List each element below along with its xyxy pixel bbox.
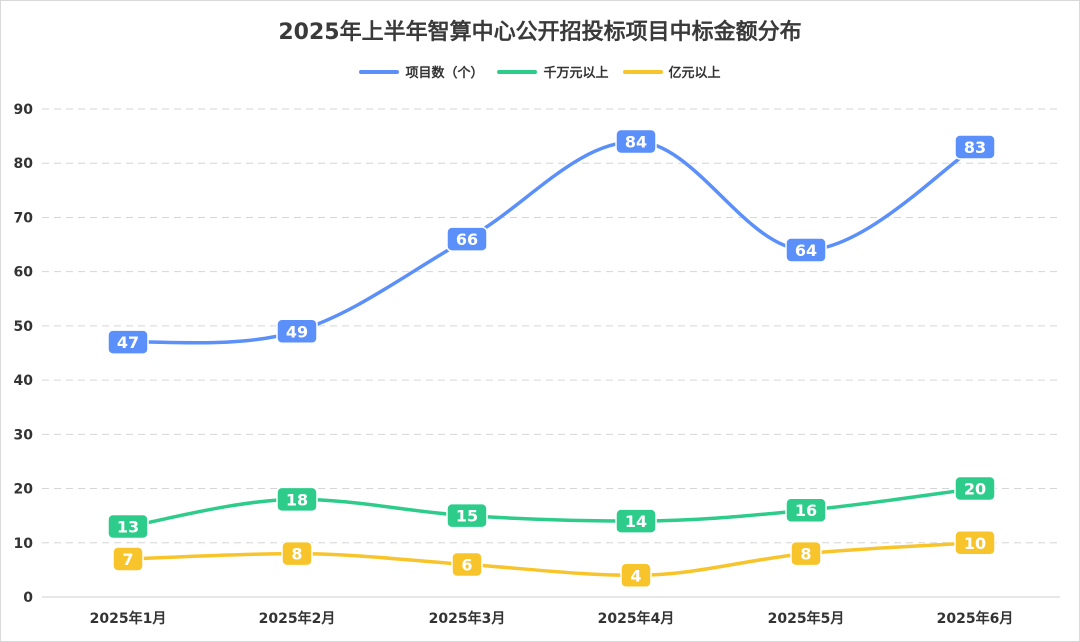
x-tick-label: 2025年2月: [259, 610, 336, 627]
data-label: 6: [451, 551, 483, 578]
data-label: 16: [785, 497, 827, 523]
data-label: 10: [954, 530, 996, 556]
y-tick-label: 60: [14, 265, 34, 281]
data-label-badge: [954, 134, 996, 160]
x-tick-label: 2025年5月: [768, 610, 845, 627]
data-label: 15: [446, 502, 488, 529]
y-tick-label: 20: [14, 482, 34, 498]
y-tick-label: 40: [14, 373, 34, 389]
data-label-badge: [785, 497, 827, 523]
data-label: 18: [276, 486, 318, 513]
data-label-text: 84: [625, 133, 647, 152]
data-label-badge: [107, 513, 149, 540]
data-label-text: 6: [461, 555, 472, 574]
data-label-text: 15: [456, 507, 478, 526]
data-label-text: 64: [795, 241, 817, 260]
data-label-badge: [785, 237, 827, 263]
data-label-text: 14: [625, 512, 647, 531]
data-label: 83: [954, 134, 996, 160]
legend-swatch-series-0: [359, 69, 400, 74]
legend-item-series-0[interactable]: 项目数（个）: [359, 62, 483, 81]
legend-swatch-series-1: [497, 69, 538, 74]
legend-swatch-series-2: [622, 69, 663, 74]
data-label-text: 47: [117, 333, 139, 352]
series-line-0: [126, 139, 977, 345]
data-label-badge: [451, 551, 483, 578]
data-label: 8: [281, 540, 313, 567]
y-tick-label: 10: [14, 536, 34, 552]
data-label: 84: [615, 128, 657, 155]
data-label-badge: [281, 540, 313, 567]
chart-legend: 项目数（个） 千万元以上 亿元以上: [0, 62, 1080, 81]
data-label-text: 49: [286, 322, 308, 341]
data-label-text: 10: [964, 534, 986, 553]
y-tick-label: 50: [14, 319, 34, 335]
data-label-text: 8: [291, 545, 302, 564]
legend-label-series-2: 亿元以上: [668, 66, 721, 81]
data-label-badge: [107, 329, 149, 355]
legend-label-series-1: 千万元以上: [543, 66, 609, 81]
y-tick-label: 70: [14, 210, 34, 226]
data-label: 49: [276, 318, 318, 345]
data-label-badge: [954, 475, 996, 502]
data-label-text: 18: [286, 490, 308, 509]
data-label-text: 16: [795, 501, 817, 520]
data-label: 8: [790, 540, 822, 567]
data-label-text: 83: [964, 138, 986, 157]
data-label-badge: [276, 486, 318, 513]
data-label-badge: [954, 530, 996, 556]
data-label-badge: [615, 508, 657, 534]
data-label-badge: [615, 128, 657, 155]
data-label-badge: [446, 502, 488, 529]
data-label-text: 66: [456, 230, 478, 249]
legend-item-series-2[interactable]: 亿元以上: [622, 62, 721, 81]
data-label-text: 4: [630, 566, 641, 585]
x-tick-label: 2025年6月: [937, 610, 1014, 627]
data-label: 47: [107, 329, 149, 355]
data-label: 64: [785, 237, 827, 263]
y-tick-label: 80: [14, 156, 34, 172]
series-line-1: [126, 486, 977, 529]
grid-lines: [42, 108, 1060, 544]
data-label: 4: [620, 562, 652, 589]
legend-label-series-0: 项目数（个）: [405, 66, 484, 81]
y-tick-label: 90: [14, 102, 34, 118]
data-label-text: 13: [117, 518, 139, 537]
x-tick-label: 2025年4月: [598, 610, 675, 627]
data-label-badge: [112, 546, 144, 572]
data-label-text: 8: [800, 545, 811, 564]
y-tick-label: 30: [14, 427, 34, 443]
data-label-badge: [276, 318, 318, 345]
data-label-badge: [620, 562, 652, 589]
x-tick-label: 2025年1月: [90, 610, 167, 627]
data-label-text: 20: [964, 480, 986, 499]
series-line-2: [126, 541, 977, 578]
data-label: 7: [112, 546, 144, 572]
data-label: 20: [954, 475, 996, 502]
data-label: 66: [446, 226, 488, 252]
data-label: 14: [615, 508, 657, 534]
data-label-text: 7: [122, 550, 133, 569]
data-label-badge: [446, 226, 488, 252]
chart-title: 2025年上半年智算中心公开招投标项目中标金额分布: [278, 20, 802, 45]
x-tick-label: 2025年3月: [429, 610, 506, 627]
y-tick-label: 0: [23, 590, 33, 606]
data-label: 13: [107, 513, 149, 540]
data-label-badge: [790, 540, 822, 567]
legend-item-series-1[interactable]: 千万元以上: [497, 62, 609, 81]
